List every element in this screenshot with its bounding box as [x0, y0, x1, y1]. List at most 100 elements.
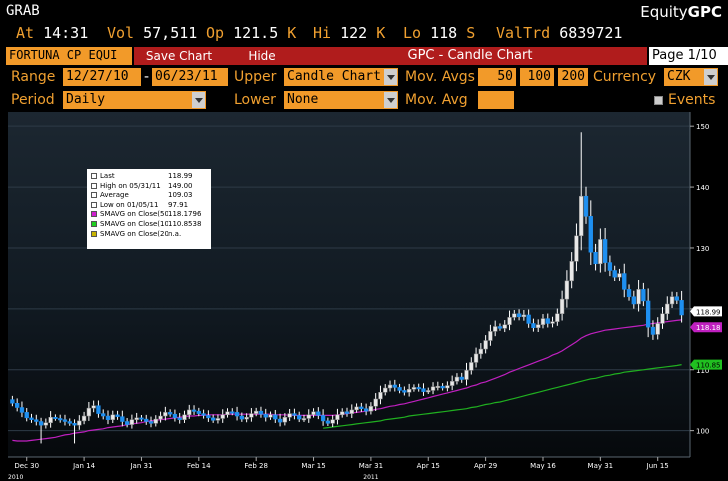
- x-tick-label: Mar 31: [359, 462, 383, 470]
- legend-label: Average: [100, 191, 129, 200]
- chevron-down-icon[interactable]: [384, 69, 397, 85]
- candle-body: [626, 289, 632, 297]
- legend-swatch: [91, 182, 97, 189]
- candle-body: [588, 216, 593, 253]
- upper-select[interactable]: Candle Chart: [284, 68, 398, 86]
- candle-body: [579, 195, 584, 237]
- candle-body: [464, 370, 469, 380]
- candle-body: [454, 376, 460, 382]
- candle-body: [669, 296, 675, 305]
- candle-body: [115, 414, 120, 417]
- candle-body: [622, 273, 627, 290]
- legend-row: SMAVG on Close(50) 118.1796: [91, 210, 207, 220]
- legend-row: Last 118.99: [91, 172, 207, 182]
- candle-body: [402, 390, 407, 393]
- candle-body: [655, 323, 660, 335]
- candle-body: [43, 422, 49, 426]
- candle-body: [62, 419, 68, 422]
- candle-body: [134, 417, 139, 420]
- candle-body: [397, 387, 402, 391]
- chevron-down-icon[interactable]: [384, 92, 397, 108]
- candle-body: [569, 261, 574, 282]
- candle-body: [201, 413, 206, 416]
- candle-body: [502, 324, 507, 329]
- candle-body: [29, 417, 34, 420]
- year-label: 2010: [8, 474, 23, 481]
- period-label: Period: [11, 92, 55, 108]
- candle-body: [254, 410, 259, 414]
- page-indicator[interactable]: Page 1/10: [649, 47, 728, 65]
- candle-body: [292, 413, 297, 416]
- ma100-badge-label: 110.85: [696, 362, 721, 370]
- period-select[interactable]: Daily: [63, 91, 206, 109]
- candle-body: [392, 384, 397, 388]
- candle-body: [516, 313, 522, 318]
- range-label: Range: [11, 69, 56, 85]
- chevron-down-icon[interactable]: [704, 69, 717, 85]
- candle-body: [316, 411, 321, 416]
- candle-body: [602, 239, 608, 263]
- chevron-down-icon[interactable]: [192, 92, 205, 108]
- range-start-input[interactable]: 12/27/10: [63, 68, 141, 86]
- candle-body: [206, 415, 211, 419]
- candle-body: [72, 423, 77, 426]
- candle-body: [129, 419, 135, 425]
- candle-body: [674, 296, 679, 301]
- candle-body: [550, 321, 555, 324]
- candle-body: [430, 386, 436, 391]
- candle-body: [10, 399, 15, 404]
- legend-label: SMAVG on Close(100): [100, 219, 168, 228]
- candle-body: [167, 412, 173, 415]
- candle-body: [665, 303, 670, 314]
- candle-body: [540, 318, 546, 325]
- legend-label: Last: [100, 172, 115, 180]
- currency-select[interactable]: CZK: [664, 68, 718, 86]
- candle-body: [225, 411, 230, 416]
- ma1-input[interactable]: 50: [478, 68, 516, 86]
- candle-body: [469, 362, 474, 371]
- candle-body: [277, 418, 283, 423]
- currency-label: Currency: [593, 69, 657, 85]
- legend-row: SMAVG on Close(100)110.8538: [91, 220, 207, 230]
- ma50-badge: [690, 322, 722, 333]
- candle-body: [81, 415, 87, 422]
- candle-body: [607, 262, 613, 271]
- candle-body: [450, 381, 455, 386]
- range-end-input[interactable]: 06/23/11: [152, 68, 228, 86]
- legend-label: Low on 01/05/11: [100, 200, 159, 209]
- candle-body: [306, 414, 311, 419]
- candle-body: [148, 421, 154, 424]
- candles: [10, 132, 684, 444]
- y-axis: 100110120130140150: [689, 112, 709, 457]
- candle-body: [617, 273, 622, 278]
- mov-avgs-label: Mov. Avgs: [405, 69, 475, 85]
- candle-body: [545, 318, 550, 324]
- ma2-input[interactable]: 100: [520, 68, 554, 86]
- legend-value: 97.91: [168, 200, 189, 209]
- legend-value: 149.00: [168, 181, 193, 190]
- x-tick-label: Apr 15: [417, 462, 440, 470]
- x-tick-label: May 16: [530, 462, 556, 470]
- candle-body: [301, 418, 307, 421]
- hide-button[interactable]: Hide: [248, 49, 276, 63]
- legend-value: n.a.: [168, 229, 182, 238]
- candle-body: [483, 340, 488, 350]
- mov-avg-label: Mov. Avg: [405, 92, 468, 108]
- brand-logo: EquityGPC: [640, 3, 722, 21]
- events-checkbox[interactable]: [654, 96, 663, 105]
- ma3-input[interactable]: 200: [558, 68, 588, 86]
- lower-select[interactable]: None: [284, 91, 398, 109]
- y-tick-label: 150: [696, 123, 709, 131]
- x-axis: Dec 30 Jan 14 Jan 31 Feb 14 Feb 28 Mar 15 Mar …: [8, 456, 690, 481]
- candle-body: [53, 416, 58, 419]
- candle-body: [426, 390, 431, 393]
- candle-body: [555, 313, 560, 322]
- low-value: 118: [430, 24, 458, 42]
- security-field[interactable]: FORTUNA CP EQUI: [6, 47, 132, 65]
- candle-body: [325, 420, 331, 424]
- mov-avg-input[interactable]: [478, 91, 514, 109]
- candle-body: [641, 289, 646, 302]
- save-chart-button[interactable]: Save Chart: [145, 49, 213, 63]
